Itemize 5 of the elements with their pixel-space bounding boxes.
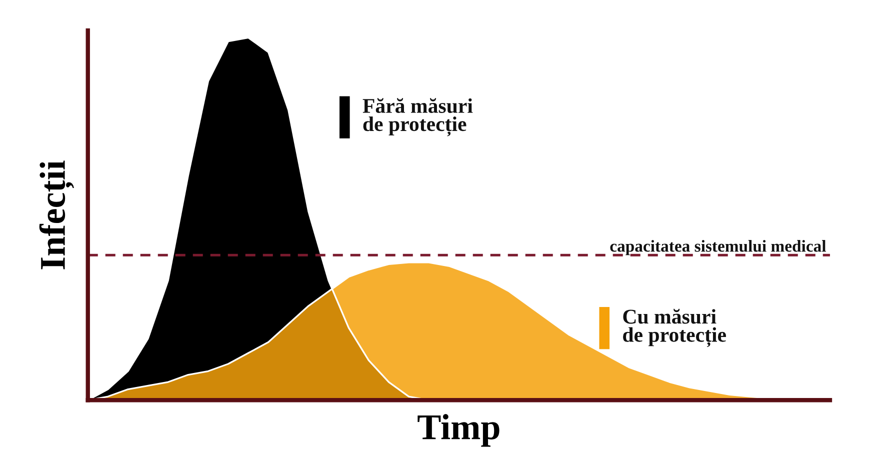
legend-label: Cu măsuri de protecție	[623, 308, 726, 348]
x-axis-title: Timp	[418, 414, 500, 447]
y-axis-title: Infecții	[39, 160, 74, 270]
legend-label: Fără măsuri de protecție	[362, 98, 473, 136]
ref-line-label: capacitatea sistemului medical	[610, 240, 826, 256]
